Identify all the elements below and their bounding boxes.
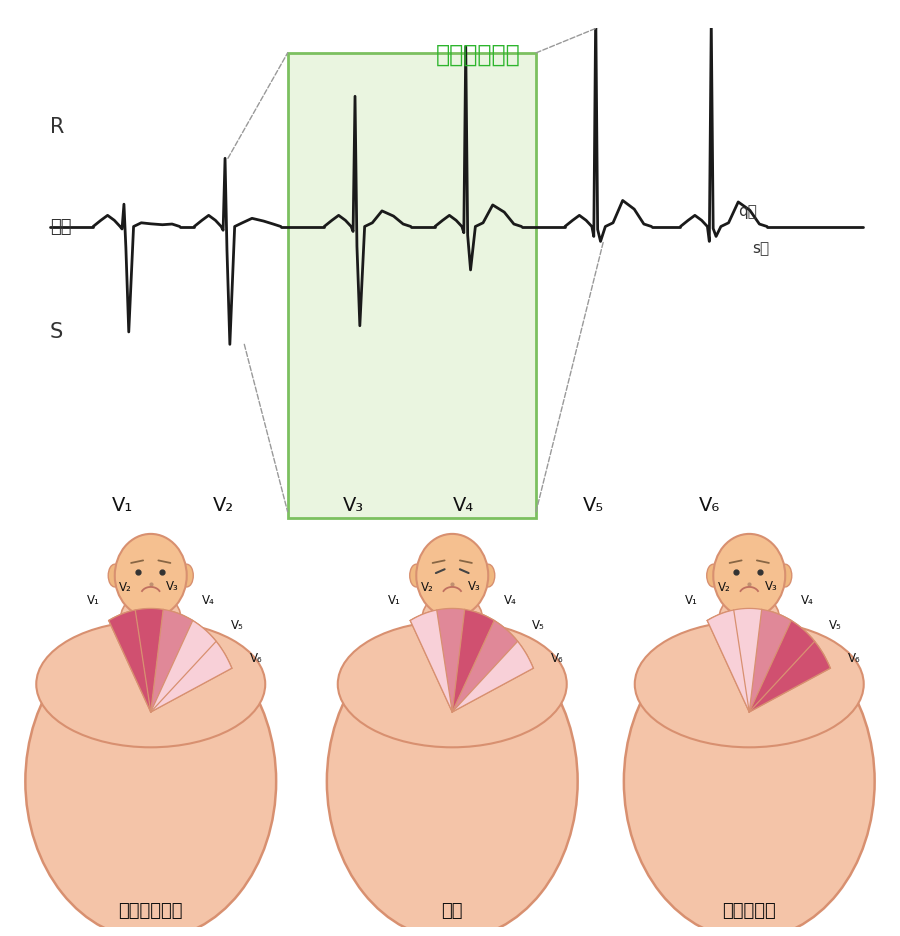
Text: V₆: V₆ xyxy=(848,652,860,665)
Text: V₁: V₁ xyxy=(112,496,132,515)
Text: V₅: V₅ xyxy=(532,620,544,633)
Ellipse shape xyxy=(410,564,423,587)
Text: V₃: V₃ xyxy=(764,580,778,593)
Wedge shape xyxy=(734,608,761,712)
Ellipse shape xyxy=(327,623,578,936)
Text: V₁: V₁ xyxy=(86,594,100,607)
Wedge shape xyxy=(452,641,534,712)
Ellipse shape xyxy=(108,564,122,587)
Text: V₃: V₃ xyxy=(343,496,364,515)
Wedge shape xyxy=(410,608,534,712)
Text: V₂: V₂ xyxy=(420,581,433,594)
Ellipse shape xyxy=(25,623,276,936)
Wedge shape xyxy=(707,608,831,712)
Wedge shape xyxy=(151,641,232,712)
Circle shape xyxy=(714,534,785,617)
Ellipse shape xyxy=(719,593,779,641)
Text: V₃: V₃ xyxy=(166,580,179,593)
Ellipse shape xyxy=(482,564,495,587)
Ellipse shape xyxy=(180,564,194,587)
Text: V₄: V₄ xyxy=(503,594,517,607)
Text: 基線: 基線 xyxy=(50,217,71,236)
Text: V₄: V₄ xyxy=(454,496,474,515)
Wedge shape xyxy=(707,610,749,712)
Text: V₄: V₄ xyxy=(202,594,215,607)
Text: V₄: V₄ xyxy=(800,594,814,607)
Text: V₂: V₂ xyxy=(212,496,234,515)
Wedge shape xyxy=(109,610,151,712)
Wedge shape xyxy=(135,608,163,712)
Text: 正常の移行帯: 正常の移行帯 xyxy=(436,43,520,67)
Wedge shape xyxy=(452,609,494,712)
Text: V₁: V₁ xyxy=(685,594,698,607)
Text: 正常: 正常 xyxy=(442,902,463,920)
Text: V₅: V₅ xyxy=(829,620,842,633)
Text: V₆: V₆ xyxy=(698,496,720,515)
Wedge shape xyxy=(410,610,452,712)
Text: s波: s波 xyxy=(752,241,770,256)
Circle shape xyxy=(417,534,488,617)
Text: 反時計軸回転: 反時計軸回転 xyxy=(119,902,183,920)
Ellipse shape xyxy=(778,564,792,587)
Wedge shape xyxy=(151,609,193,712)
Text: q波: q波 xyxy=(738,204,757,219)
Text: S: S xyxy=(50,322,63,342)
Text: V₂: V₂ xyxy=(717,581,730,594)
Ellipse shape xyxy=(634,621,864,747)
Wedge shape xyxy=(109,608,232,712)
Text: V₅: V₅ xyxy=(583,496,605,515)
Text: 時計軸回転: 時計軸回転 xyxy=(723,902,776,920)
Text: V₁: V₁ xyxy=(388,594,401,607)
Text: V₆: V₆ xyxy=(249,652,262,665)
Wedge shape xyxy=(452,621,518,712)
Text: V₃: V₃ xyxy=(467,580,481,593)
Bar xyxy=(288,52,536,518)
Wedge shape xyxy=(749,609,791,712)
Text: R: R xyxy=(50,117,64,138)
Ellipse shape xyxy=(121,593,181,641)
Wedge shape xyxy=(749,641,831,712)
Ellipse shape xyxy=(36,621,266,747)
Ellipse shape xyxy=(706,564,720,587)
Text: V₂: V₂ xyxy=(119,581,131,594)
Wedge shape xyxy=(151,621,216,712)
Wedge shape xyxy=(436,608,464,712)
Text: V₅: V₅ xyxy=(230,620,243,633)
Text: V₆: V₆ xyxy=(551,652,563,665)
Ellipse shape xyxy=(338,621,567,747)
Ellipse shape xyxy=(624,623,875,936)
Circle shape xyxy=(115,534,186,617)
Ellipse shape xyxy=(422,593,482,641)
Wedge shape xyxy=(749,621,814,712)
